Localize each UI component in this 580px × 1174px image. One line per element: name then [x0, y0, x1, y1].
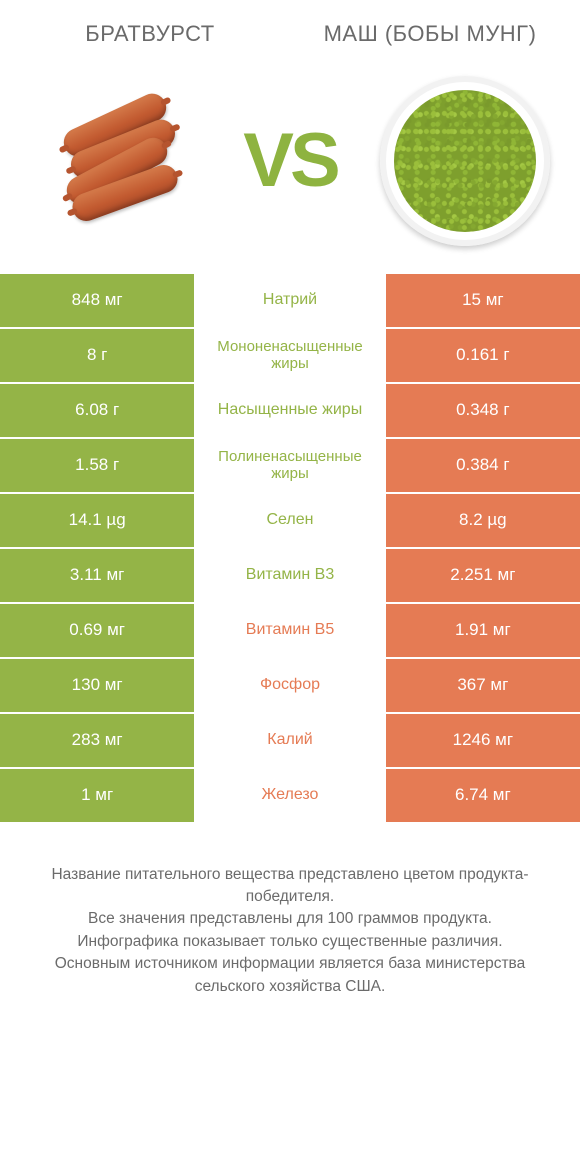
table-row: 1 мгЖелезо6.74 мг: [0, 769, 580, 824]
footer-line: Название питательного вещества представл…: [24, 864, 556, 909]
nutrient-label: Витамин B5: [194, 604, 385, 657]
table-row: 1.58 гПолиненасыщенные жиры0.384 г: [0, 439, 580, 494]
right-product-image: [380, 76, 550, 246]
table-row: 8 гМононенасыщенные жиры0.161 г: [0, 329, 580, 384]
footer-line: Все значения представлены для 100 граммо…: [24, 908, 556, 930]
left-value: 0.69 мг: [0, 604, 194, 657]
right-value: 6.74 мг: [386, 769, 580, 822]
right-value: 8.2 µg: [386, 494, 580, 547]
left-value: 283 мг: [0, 714, 194, 767]
nutrient-label: Полиненасыщенные жиры: [194, 439, 385, 492]
nutrient-label: Мононенасыщенные жиры: [194, 329, 385, 382]
left-value: 1.58 г: [0, 439, 194, 492]
nutrient-label: Железо: [194, 769, 385, 822]
table-row: 6.08 гНасыщенные жиры0.348 г: [0, 384, 580, 439]
right-value: 1.91 мг: [386, 604, 580, 657]
left-value: 14.1 µg: [0, 494, 194, 547]
table-row: 14.1 µgСелен8.2 µg: [0, 494, 580, 549]
right-value: 15 мг: [386, 274, 580, 327]
nutrient-label: Калий: [194, 714, 385, 767]
table-row: 848 мгНатрий15 мг: [0, 274, 580, 329]
infographic-root: БРАТВУРСТ МАШ (БОБЫ МУНГ) VS 848 мгНатри…: [0, 0, 580, 998]
sausages-icon: [40, 101, 190, 221]
left-value: 130 мг: [0, 659, 194, 712]
comparison-table: 848 мгНатрий15 мг8 гМононенасыщенные жир…: [0, 274, 580, 824]
mung-beans-icon: [394, 90, 536, 232]
table-row: 3.11 мгВитамин B32.251 мг: [0, 549, 580, 604]
footer-notes: Название питательного вещества представл…: [0, 824, 580, 999]
vs-label: VS: [243, 117, 336, 204]
table-row: 283 мгКалий1246 мг: [0, 714, 580, 769]
right-product-title: МАШ (БОБЫ МУНГ): [290, 20, 570, 48]
right-value: 2.251 мг: [386, 549, 580, 602]
nutrient-label: Селен: [194, 494, 385, 547]
left-product-image: [30, 76, 200, 246]
right-value: 0.348 г: [386, 384, 580, 437]
titles-row: БРАТВУРСТ МАШ (БОБЫ МУНГ): [0, 0, 580, 58]
right-value: 0.384 г: [386, 439, 580, 492]
hero-row: VS: [0, 58, 580, 274]
table-row: 130 мгФосфор367 мг: [0, 659, 580, 714]
nutrient-label: Витамин B3: [194, 549, 385, 602]
left-product-title: БРАТВУРСТ: [10, 20, 290, 48]
right-value: 0.161 г: [386, 329, 580, 382]
footer-line: Инфографика показывает только существенн…: [24, 931, 556, 953]
nutrient-label: Натрий: [194, 274, 385, 327]
left-value: 8 г: [0, 329, 194, 382]
left-value: 3.11 мг: [0, 549, 194, 602]
left-value: 6.08 г: [0, 384, 194, 437]
table-row: 0.69 мгВитамин B51.91 мг: [0, 604, 580, 659]
nutrient-label: Фосфор: [194, 659, 385, 712]
left-value: 848 мг: [0, 274, 194, 327]
right-value: 1246 мг: [386, 714, 580, 767]
left-value: 1 мг: [0, 769, 194, 822]
footer-line: Основным источником информации является …: [24, 953, 556, 998]
nutrient-label: Насыщенные жиры: [194, 384, 385, 437]
plate-icon: [380, 76, 550, 246]
right-value: 367 мг: [386, 659, 580, 712]
